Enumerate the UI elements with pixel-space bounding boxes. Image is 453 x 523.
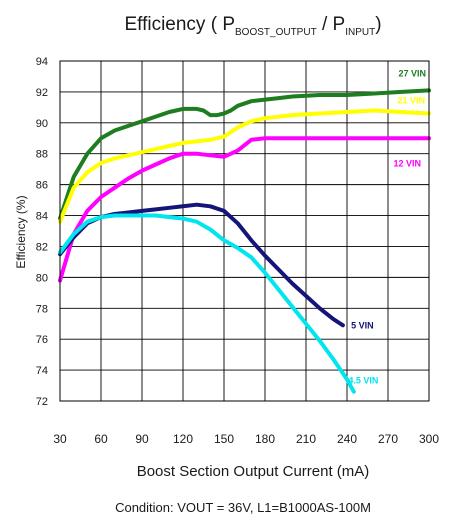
series-label-12-vin: 12 VIN [393, 158, 421, 168]
x-tick-label-30: 30 [53, 432, 67, 446]
y-tick-label-88: 88 [36, 149, 48, 161]
series-label-27-vin: 27 VIN [398, 68, 426, 78]
series-label-21-vin: 21 VIN [397, 96, 425, 106]
title-suffix: ) [375, 14, 381, 35]
plot-frame [59, 60, 430, 402]
condition-note: Condition: VOUT = 36V, L1=B1000AS-100M [115, 500, 371, 515]
series-line-4-5-vin [58, 213, 356, 394]
y-tick-label-86: 86 [36, 180, 48, 192]
x-tick-label-150: 150 [214, 432, 234, 446]
x-tick-label-240: 240 [337, 432, 357, 446]
x-tick-label-60: 60 [94, 432, 108, 446]
series-line-12-vin [58, 136, 431, 283]
y-tick-label-78: 78 [36, 303, 48, 315]
x-tick-labels: 30 60 90 120 150 180 210 240 270 300 [53, 432, 439, 446]
y-tick-label-90: 90 [36, 118, 48, 130]
x-tick-label-90: 90 [135, 432, 149, 446]
x-tick-label-180: 180 [255, 432, 275, 446]
x-tick-label-120: 120 [173, 432, 193, 446]
series-label-5-vin: 5 VIN [351, 320, 374, 330]
title-subscript-input: INPUT [345, 27, 375, 38]
series-labels: 27 VIN 21 VIN 12 VIN 5 VIN 4.5 VIN [348, 68, 426, 385]
y-tick-labels: 72 74 76 78 80 82 84 86 88 90 92 94 [36, 56, 48, 408]
chart-title: Efficiency ( PBOOST_OUTPUT / PINPUT) [124, 14, 381, 38]
y-axis-title: Efficiency (%) [14, 195, 28, 268]
x-tick-label-300: 300 [419, 432, 439, 446]
y-tick-label-84: 84 [36, 211, 48, 223]
x-axis-title: Boost Section Output Current (mA) [137, 463, 370, 480]
y-tick-label-82: 82 [36, 241, 48, 253]
y-tick-label-80: 80 [36, 272, 48, 284]
y-tick-label-72: 72 [36, 396, 48, 408]
series-line-27-vin [58, 88, 431, 221]
series-line-21-vin [58, 108, 431, 224]
x-tick-label-210: 210 [296, 432, 316, 446]
y-tick-label-94: 94 [36, 56, 48, 68]
y-tick-label-76: 76 [36, 334, 48, 346]
y-tick-label-74: 74 [36, 365, 48, 377]
title-mid: / P [317, 14, 346, 35]
series-lines [58, 88, 431, 394]
y-tick-label-92: 92 [36, 87, 48, 99]
series-label-4-5-vin: 4.5 VIN [348, 376, 378, 386]
title-prefix: Efficiency ( P [124, 14, 235, 35]
title-subscript-boost-output: BOOST_OUTPUT [235, 27, 317, 38]
x-tick-label-270: 270 [378, 432, 398, 446]
